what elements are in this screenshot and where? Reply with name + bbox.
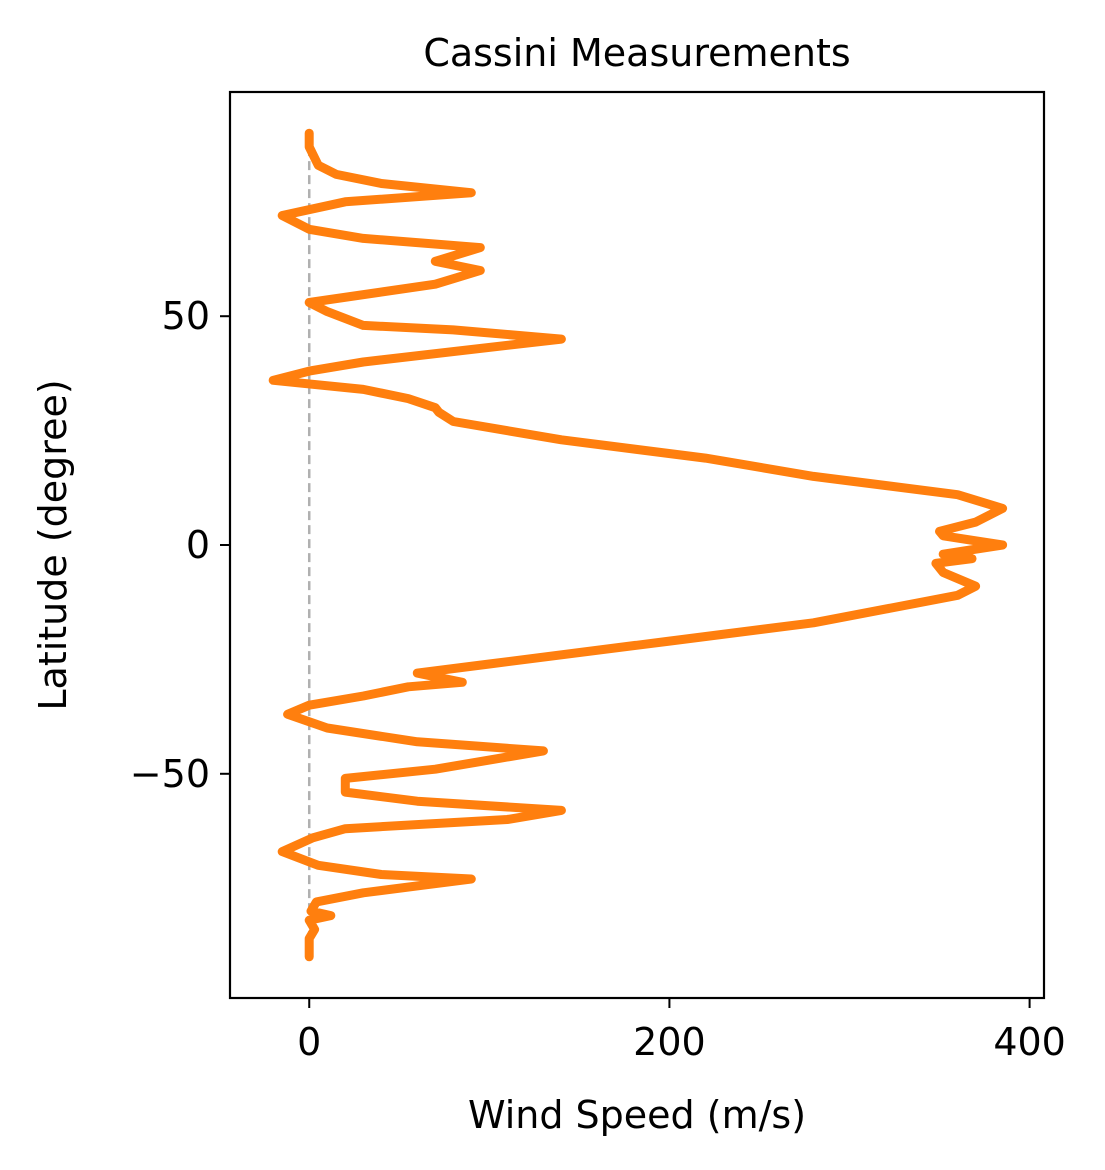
y-tick-label: 50	[162, 294, 210, 338]
series-layer	[268, 128, 1008, 962]
wind-speed-series-line	[268, 128, 1008, 962]
x-axis-label: Wind Speed (m/s)	[468, 1093, 806, 1137]
tick-layer: 0 200 400 −50 0 50	[130, 294, 1066, 1064]
chart-title: Cassini Measurements	[423, 31, 850, 75]
x-tick-label: 200	[633, 1020, 706, 1064]
plot-frame	[228, 90, 1046, 1000]
x-tick-label: 400	[993, 1020, 1066, 1064]
x-tick-label: 0	[297, 1020, 321, 1064]
y-tick-label: −50	[130, 752, 210, 796]
y-tick-label: 0	[186, 523, 210, 567]
y-axis-label: Latitude (degree)	[31, 379, 75, 710]
